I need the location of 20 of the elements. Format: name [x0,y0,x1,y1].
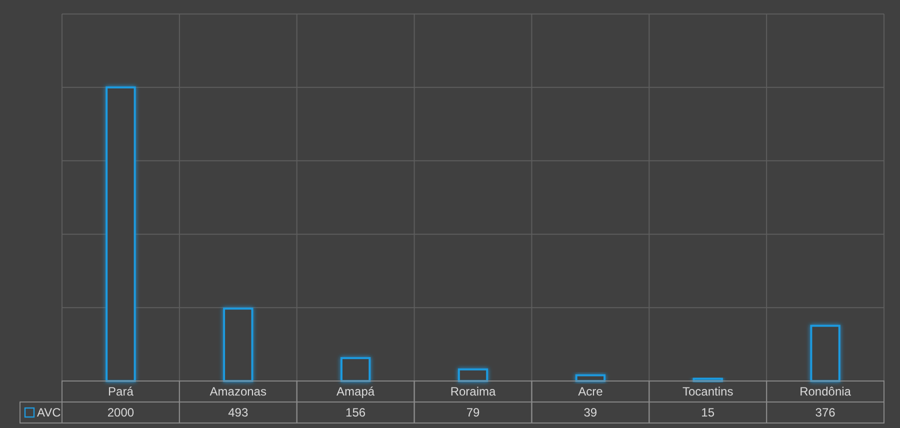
x-tick-label: Acre [578,384,604,399]
data-label: 39 [584,406,598,420]
x-tick-label: Pará [108,384,134,399]
data-label: 15 [701,406,715,420]
x-tick-label: Tocantins [682,384,734,399]
data-label: 79 [466,406,480,420]
bar [458,368,488,382]
bar [340,357,371,382]
bar [223,308,254,382]
data-label: 2000 [107,406,134,420]
legend-label: AVC [37,406,62,420]
data-label: 156 [346,406,366,420]
x-tick-label: Amazonas [210,384,266,399]
data-label: 493 [228,406,248,420]
x-tick-label: Roraima [450,384,496,399]
bar [106,86,136,382]
bar [810,324,840,382]
data-label: 376 [815,406,836,420]
x-tick-label: Amapá [336,384,375,399]
x-tick-label: Rondônia [800,384,852,399]
